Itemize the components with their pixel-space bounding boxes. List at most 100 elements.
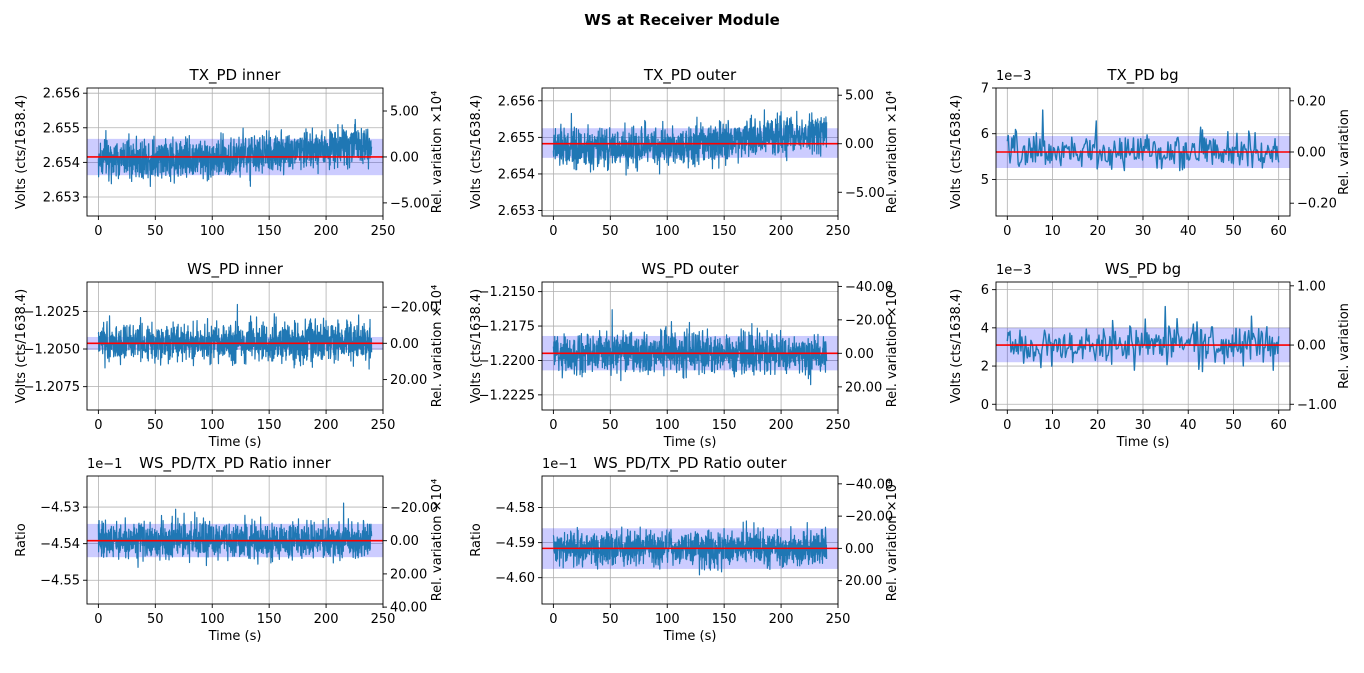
y2-tick-label: 0.00 — [390, 534, 419, 549]
x-tick-label: 200 — [769, 418, 794, 433]
y2-tick-label: 20.00 — [390, 373, 427, 388]
x-tick-label: 50 — [602, 418, 619, 433]
x-tick-label: 0 — [94, 612, 102, 627]
y2-tick-label: 0.00 — [845, 137, 874, 152]
y-tick-label: 2.656 — [43, 87, 80, 102]
y-tick-label: 6 — [981, 283, 989, 298]
y2-axis-label: Rel. variation ×10⁴ — [430, 285, 445, 408]
x-tick-label: 100 — [655, 418, 680, 433]
x-tick-label: 10 — [1044, 418, 1061, 433]
y-tick-label: −1.2025 — [24, 305, 80, 320]
y2-tick-label: −40.00 — [845, 280, 893, 295]
subplot-2: 0 50 100 150 200 250 2.653 2.654 2.655 2.656 5.00 0… — [469, 66, 900, 239]
y2-tick-label: −5.00 — [845, 186, 885, 201]
subplot-title: WS_PD outer — [641, 260, 739, 279]
y-axis-label: Volts (cts/1638.4) — [469, 95, 484, 209]
x-tick-label: 60 — [1270, 418, 1287, 433]
y-tick-label: −1.2225 — [479, 388, 535, 403]
x-tick-label: 0 — [1003, 224, 1011, 239]
subplot-4: 0 50 100 150 200 250 −1.2025 −1.2050 −1.2075 −20.… — [14, 260, 445, 450]
x-tick-label: 150 — [712, 224, 737, 239]
y-axis-label: Ratio — [469, 523, 484, 556]
y2-tick-label: 0.00 — [1297, 339, 1326, 354]
subplot-6: 0 10 20 30 40 50 60 0 2 4 6 1.00 0.00 −1.00 WS_PD bg 1e… — [949, 260, 1352, 450]
subplot-title: WS_PD/TX_PD Ratio outer — [593, 454, 787, 473]
x-tick-label: 250 — [826, 224, 851, 239]
subplot-title: TX_PD inner — [189, 66, 282, 85]
y2-axis-label: Rel. variation ×10⁴ — [885, 91, 900, 214]
y-tick-label: 2.653 — [43, 190, 80, 205]
y2-tick-label: −20.00 — [845, 510, 893, 525]
x-tick-label: 100 — [200, 418, 225, 433]
y2-tick-label: 5.00 — [845, 89, 874, 104]
x-tick-label: 50 — [1225, 224, 1242, 239]
subplot-title: TX_PD outer — [643, 66, 737, 85]
x-tick-label: 50 — [1225, 418, 1242, 433]
x-axis-label: Time (s) — [663, 435, 717, 450]
x-tick-label: 20 — [1089, 224, 1106, 239]
subplot-title: WS_PD bg — [1105, 260, 1181, 279]
subplot-title: WS_PD/TX_PD Ratio inner — [139, 454, 331, 473]
x-tick-label: 0 — [94, 418, 102, 433]
x-axis-label: Time (s) — [208, 629, 262, 644]
figure-suptitle: WS at Receiver Module — [584, 11, 780, 29]
x-tick-label: 0 — [549, 418, 557, 433]
data-series-line — [97, 303, 373, 370]
y2-tick-label: 20.00 — [390, 567, 427, 582]
axes-frame — [86, 87, 384, 217]
y2-axis-label: Rel. variation ×10⁴ — [430, 91, 445, 214]
y-tick-label: −4.53 — [40, 501, 80, 516]
x-tick-label: 40 — [1180, 224, 1197, 239]
x-tick-label: 40 — [1180, 418, 1197, 433]
y-offset-label: 1e−3 — [996, 263, 1031, 278]
y-tick-label: 5 — [981, 173, 989, 188]
data-series-line — [97, 118, 373, 188]
axes-frame — [86, 475, 384, 605]
subplot-8: 0 50 100 150 200 250 −4.58 −4.59 −4.60 −40.00 −20.… — [469, 454, 900, 644]
x-tick-label: 10 — [1044, 224, 1061, 239]
y2-tick-label: 0.00 — [390, 150, 419, 165]
x-tick-label: 50 — [147, 612, 164, 627]
y-tick-label: 2.653 — [498, 204, 535, 219]
x-axis-label: Time (s) — [208, 435, 262, 450]
y-axis-label: Volts (cts/1638.4) — [14, 95, 29, 209]
axes-frame — [86, 281, 384, 411]
x-tick-label: 150 — [257, 418, 282, 433]
x-tick-label: 100 — [655, 224, 680, 239]
x-tick-label: 200 — [314, 418, 339, 433]
y-tick-label: −4.55 — [40, 574, 80, 589]
x-tick-label: 250 — [371, 224, 396, 239]
data-series-line — [1006, 109, 1280, 172]
x-tick-label: 50 — [147, 224, 164, 239]
y-offset-label: 1e−3 — [996, 69, 1031, 84]
x-tick-label: 30 — [1135, 418, 1152, 433]
x-tick-label: 200 — [769, 224, 794, 239]
x-axis-label: Time (s) — [663, 629, 717, 644]
axes-frame — [541, 281, 839, 411]
x-tick-label: 60 — [1270, 224, 1287, 239]
y2-tick-label: −20.00 — [390, 501, 438, 516]
y2-tick-label: −20.00 — [390, 301, 438, 316]
y2-tick-label: 40.00 — [390, 601, 427, 616]
x-tick-label: 0 — [94, 224, 102, 239]
x-tick-label: 200 — [314, 612, 339, 627]
y2-axis-label: Rel. variation — [1337, 303, 1352, 389]
subplot-title: TX_PD bg — [1106, 66, 1178, 85]
y-axis-label: Ratio — [14, 523, 29, 556]
x-tick-label: 100 — [200, 224, 225, 239]
x-tick-label: 150 — [712, 612, 737, 627]
y2-axis-label: Rel. variation — [1337, 109, 1352, 195]
axes-frame — [541, 475, 839, 605]
x-tick-label: 250 — [371, 612, 396, 627]
y-axis-label: Volts (cts/1638.4) — [949, 289, 964, 403]
subplot-3: 0 10 20 30 40 50 60 5 6 7 0.20 0.00 −0.20 TX_PD bg 1e−… — [949, 66, 1352, 239]
y2-tick-label: −40.00 — [845, 477, 893, 492]
y-tick-label: −1.2200 — [479, 354, 535, 369]
data-series-line — [552, 109, 828, 176]
data-series-line — [1006, 305, 1280, 373]
y-tick-label: −1.2175 — [479, 320, 535, 335]
x-tick-label: 30 — [1135, 224, 1152, 239]
y2-tick-label: −0.20 — [1297, 197, 1337, 212]
subplot-1: 0 50 100 150 200 250 2.653 2.654 2.655 2.656 5.00 0… — [14, 66, 445, 239]
x-tick-label: 150 — [712, 418, 737, 433]
